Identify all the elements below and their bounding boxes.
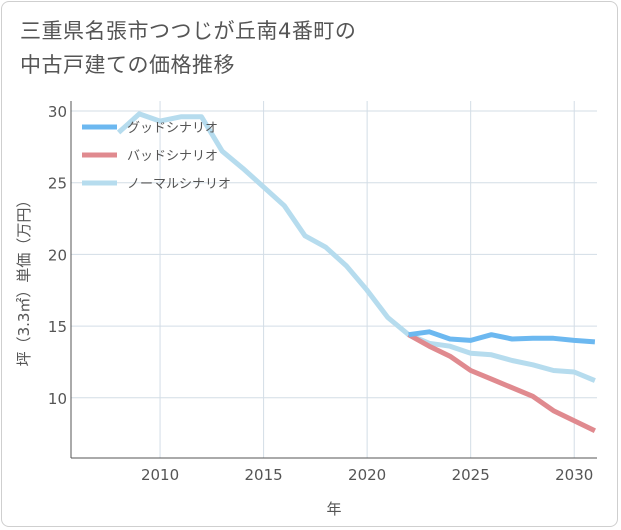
x-tick-label: 2020 xyxy=(348,466,386,484)
y-tick-label: 25 xyxy=(48,175,67,193)
chart-title-line-2: 中古戸建ての価格推移 xyxy=(20,53,235,77)
x-axis-label: 年 xyxy=(326,500,341,518)
legend-label-2: ノーマルシナリオ xyxy=(127,177,231,192)
y-tick-label: 10 xyxy=(48,390,67,408)
y-axis-label: 坪（3.3㎡）単価（万円） xyxy=(15,193,33,367)
axes xyxy=(70,101,597,459)
x-tick-label: 2010 xyxy=(141,466,179,484)
y-tick-label: 20 xyxy=(48,246,67,264)
series-line-1 xyxy=(407,332,596,434)
chart-title: 三重県名張市つつじが丘南4番町の 中古戸建ての価格推移 xyxy=(20,14,580,82)
x-tick-label: 2025 xyxy=(452,466,490,484)
y-tick-label: 15 xyxy=(48,318,67,336)
series-line-0 xyxy=(408,329,596,345)
legend-label-0: グッドシナリオ xyxy=(127,121,218,136)
legend-label-1: バッドシナリオ xyxy=(127,149,218,164)
grid-lines xyxy=(71,101,597,458)
x-tick-label: 2015 xyxy=(244,466,282,484)
x-tick-label: 2030 xyxy=(555,466,593,484)
chart-title-line-1: 三重県名張市つつじが丘南4番町の xyxy=(20,19,357,43)
series-lines xyxy=(116,111,596,434)
y-tick-label: 30 xyxy=(48,103,67,121)
series-line-2 xyxy=(116,111,596,383)
